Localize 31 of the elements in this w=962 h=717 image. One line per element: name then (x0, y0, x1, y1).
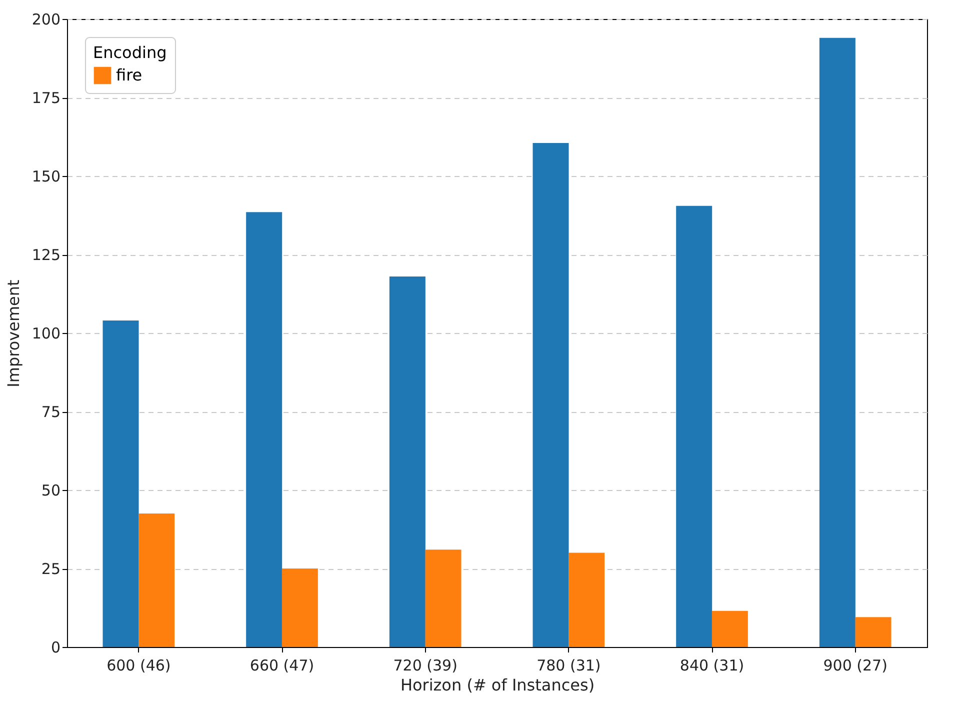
bar (855, 617, 892, 647)
bar (712, 610, 748, 647)
bar (246, 212, 282, 647)
y-tick-label: 200 (32, 10, 60, 28)
bar (425, 550, 462, 647)
x-tick-label: 720 (39) (393, 656, 458, 674)
y-tick-label: 100 (32, 324, 60, 342)
x-tick-label: 900 (27) (823, 656, 888, 674)
bar (819, 38, 856, 647)
y-tick-label: 175 (32, 89, 60, 107)
x-tick-label: 600 (46) (106, 656, 171, 674)
bar (389, 276, 426, 647)
x-axis-title: Horizon (# of Instances) (400, 676, 595, 694)
legend-title: Encoding (93, 43, 167, 62)
bar (102, 320, 139, 647)
y-tick-label: 150 (32, 168, 60, 186)
x-tick-label: 660 (47) (250, 656, 314, 674)
bar (532, 143, 569, 647)
y-tick-label: 50 (41, 482, 60, 500)
x-tick-label: 840 (31) (680, 656, 744, 674)
legend-label: fire (116, 66, 142, 84)
x-tick-label: 780 (31) (536, 656, 601, 674)
y-axis-title: Improvement (4, 280, 23, 388)
bar (676, 206, 712, 647)
bar (568, 552, 605, 647)
y-tick-label: 75 (41, 403, 60, 421)
y-tick-label: 125 (32, 246, 60, 264)
y-tick-label: 25 (41, 560, 60, 578)
y-tick-label: 0 (50, 638, 60, 656)
bar (138, 514, 175, 647)
bar (282, 568, 318, 647)
